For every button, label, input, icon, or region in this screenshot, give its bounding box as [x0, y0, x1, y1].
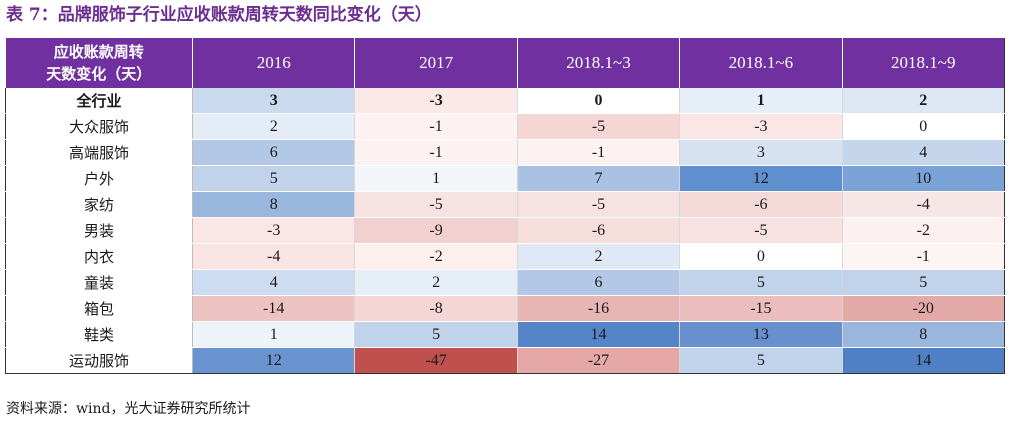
row-label: 全行业 — [5, 88, 193, 114]
table-row: 内衣 -4 -2 2 0 -1 — [5, 243, 1005, 270]
table-cell: 6 — [517, 269, 681, 296]
table-cell: -3 — [354, 88, 518, 114]
table-cell: 1 — [192, 321, 356, 348]
table-body: 全行业 3 -3 0 1 2 大众服饰 2 -1 -5 -3 0 高端服饰 6 -1 -1 3 4 户外 5 1 7 12 1… — [5, 88, 1005, 374]
table-cell: -5 — [679, 217, 843, 244]
table-cell: 1 — [354, 165, 518, 192]
table-cell: -15 — [679, 295, 843, 322]
table-cell: 5 — [842, 269, 1005, 296]
column-header: 2017 — [354, 38, 518, 88]
table-row: 运动服饰 12 -47 -27 5 14 — [5, 347, 1005, 374]
column-header: 2016 — [192, 38, 356, 88]
table-cell: 5 — [679, 347, 843, 374]
table-cell: 7 — [517, 165, 681, 192]
table-cell: 4 — [842, 139, 1005, 166]
table-cell: -20 — [842, 295, 1005, 322]
table-cell: 2 — [517, 243, 681, 270]
column-header: 2018.1~3 — [517, 38, 681, 88]
row-label: 运动服饰 — [5, 347, 193, 374]
table-cell: -2 — [842, 217, 1005, 244]
table-row: 大众服饰 2 -1 -5 -3 0 — [5, 113, 1005, 140]
table-cell: -4 — [842, 191, 1005, 218]
table-row: 高端服饰 6 -1 -1 3 4 — [5, 139, 1005, 166]
table-cell: -1 — [517, 139, 681, 166]
table-cell: -16 — [517, 295, 681, 322]
table-cell: 3 — [192, 88, 356, 114]
table-cell: -5 — [517, 191, 681, 218]
corner-header: 应收账款周转 天数变化（天） — [5, 38, 193, 88]
row-label: 男装 — [5, 217, 193, 244]
column-header: 2018.1~9 — [842, 38, 1005, 88]
row-label: 家纺 — [5, 191, 193, 218]
table-cell: -4 — [192, 243, 356, 270]
table-row: 童装 4 2 6 5 5 — [5, 269, 1005, 296]
source-note: 资料来源：wind，光大证券研究所统计 — [6, 401, 251, 417]
table-cell: -5 — [354, 191, 518, 218]
table-cell: -1 — [354, 113, 518, 140]
table-cell: 10 — [842, 165, 1005, 192]
table-cell: 1 — [679, 88, 843, 114]
table-cell: 5 — [354, 321, 518, 348]
table-cell: 14 — [842, 347, 1005, 374]
header-row: 应收账款周转 天数变化（天） 2016 2017 2018.1~3 2018.1… — [5, 38, 1005, 88]
table-row: 家纺 8 -5 -5 -6 -4 — [5, 191, 1005, 218]
table-row: 户外 5 1 7 12 10 — [5, 165, 1005, 192]
data-table: 应收账款周转 天数变化（天） 2016 2017 2018.1~3 2018.1… — [5, 38, 1005, 374]
table-cell: 5 — [192, 165, 356, 192]
table-cell: 2 — [842, 88, 1005, 114]
row-label: 童装 — [5, 269, 193, 296]
table-row: 全行业 3 -3 0 1 2 — [5, 88, 1005, 114]
corner-header-line-2: 天数变化（天） — [46, 65, 152, 83]
table-row: 鞋类 1 5 14 13 8 — [5, 321, 1005, 348]
table-cell: 0 — [842, 113, 1005, 140]
table-cell: 13 — [679, 321, 843, 348]
row-label: 鞋类 — [5, 321, 193, 348]
table-cell: -6 — [679, 191, 843, 218]
table-row: 男装 -3 -9 -6 -5 -2 — [5, 217, 1005, 244]
table-cell: 0 — [679, 243, 843, 270]
table-title: 表 7：品牌服饰子行业应收账款周转天数同比变化（天） — [6, 5, 432, 25]
table-cell: -6 — [517, 217, 681, 244]
table-cell: 4 — [192, 269, 356, 296]
table-cell: -9 — [354, 217, 518, 244]
table-cell: 14 — [517, 321, 681, 348]
table-cell: -27 — [517, 347, 681, 374]
table-cell: 12 — [679, 165, 843, 192]
table-cell: 8 — [842, 321, 1005, 348]
table-cell: 12 — [192, 347, 356, 374]
table-cell: -5 — [517, 113, 681, 140]
table-cell: -1 — [354, 139, 518, 166]
row-label: 内衣 — [5, 243, 193, 270]
table-cell: 2 — [192, 113, 356, 140]
table-cell: 8 — [192, 191, 356, 218]
table-cell: 0 — [517, 88, 681, 114]
table-cell: -3 — [192, 217, 356, 244]
data-table-container: 应收账款周转 天数变化（天） 2016 2017 2018.1~3 2018.1… — [5, 38, 1005, 380]
table-cell: -1 — [842, 243, 1005, 270]
row-label: 户外 — [5, 165, 193, 192]
corner-header-line-1: 应收账款周转 — [53, 43, 144, 61]
table-cell: 3 — [679, 139, 843, 166]
table-cell: -3 — [679, 113, 843, 140]
table-cell: 2 — [354, 269, 518, 296]
table-cell: -47 — [354, 347, 518, 374]
table-cell: 6 — [192, 139, 356, 166]
row-label: 大众服饰 — [5, 113, 193, 140]
table-cell: 5 — [679, 269, 843, 296]
table-row: 箱包 -14 -8 -16 -15 -20 — [5, 295, 1005, 322]
column-header: 2018.1~6 — [679, 38, 843, 88]
table-cell: -8 — [354, 295, 518, 322]
table-cell: -2 — [354, 243, 518, 270]
table-cell: -14 — [192, 295, 356, 322]
row-label: 高端服饰 — [5, 139, 193, 166]
row-label: 箱包 — [5, 295, 193, 322]
